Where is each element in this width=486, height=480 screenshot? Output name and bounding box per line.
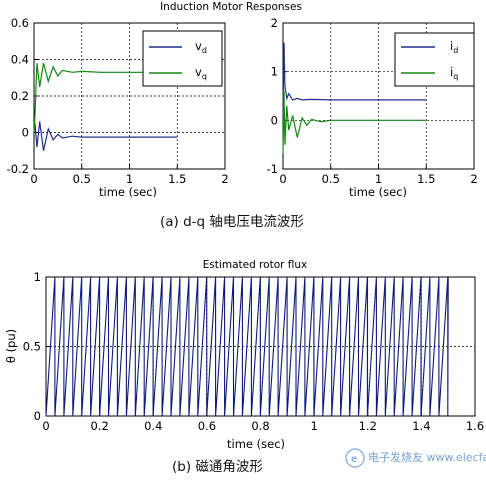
x-tick-label: 1.5: [168, 172, 186, 186]
series-id-line: [282, 42, 427, 121]
y-tick-label: 0: [271, 113, 278, 127]
plot1-legend: vd vq: [142, 30, 223, 87]
legend-vd-label: vd: [195, 39, 207, 55]
series-theta-line: [45, 276, 449, 417]
y-tick-label: 0.2: [11, 89, 29, 103]
vd-vq-plot: 0 0.5 1 1.5 2 -0.200.20.40.6 time (sec) vd v…: [7, 16, 229, 199]
x-tick-label: 1: [126, 172, 133, 186]
legend-iq-label: iq: [450, 65, 458, 81]
series-vd-line: [33, 121, 178, 151]
legend-id-label: id: [450, 39, 458, 55]
top-title: Induction Motor Responses: [160, 1, 302, 13]
caption-b: (b) 磁通角波形: [172, 459, 263, 475]
x-tick-label: 1: [375, 172, 382, 186]
plot3-xlabel: time (sec): [227, 437, 285, 451]
x-tick-label: 0.5: [73, 172, 91, 186]
x-tick-label: 1.4: [412, 419, 430, 433]
x-tick-label: 1.2: [359, 419, 377, 433]
elecfans-watermark: e 电子发烧友 www.elecfans.com: [345, 448, 486, 468]
x-tick-label: 1.6: [466, 419, 484, 433]
y-tick-label: 0: [22, 126, 29, 140]
y-tick-label: 1: [271, 65, 278, 79]
y-tick-label: 0.4: [11, 53, 29, 67]
x-tick-label: 0: [42, 419, 49, 433]
plot3-ylabel: θ (pu): [4, 329, 18, 363]
y-tick-label: 0.5: [23, 340, 41, 354]
x-tick-label: 0.4: [144, 419, 162, 433]
x-tick-label: 0.8: [251, 419, 269, 433]
y-tick-label: 2: [271, 16, 278, 30]
x-tick-label: 0.6: [198, 419, 216, 433]
x-tick-label: 1: [310, 419, 317, 433]
svg-text:e: e: [351, 454, 357, 465]
x-tick-label: 2: [470, 172, 477, 186]
plot2-xlabel: time (sec): [349, 185, 407, 199]
rotor-flux-plot: Estimated rotor flux 0 0.2 0.4 0.6 0.8 1 1.2 1.…: [4, 259, 484, 451]
legend-vq-label: vq: [195, 65, 207, 81]
series-vq-line: [33, 62, 178, 133]
plot1-xlabel: time (sec): [99, 185, 157, 199]
x-tick-label: 0: [279, 172, 286, 186]
plot3-title: Estimated rotor flux: [203, 259, 308, 271]
x-tick-label: 2: [221, 172, 228, 186]
plot2-legend: id iq: [394, 32, 475, 87]
x-tick-label: 0.5: [322, 172, 340, 186]
y-tick-label: 0: [34, 409, 41, 423]
y-tick-label: -1: [267, 162, 278, 176]
x-tick-label: 1.5: [417, 172, 435, 186]
y-tick-label: 0.6: [11, 16, 29, 30]
svg-text:电子发烧友 www.elecfans.com: 电子发烧友 www.elecfans.com: [368, 450, 486, 464]
y-tick-label: -0.2: [7, 162, 29, 176]
y-tick-label: 1: [34, 270, 41, 284]
series-iq-line: [282, 91, 427, 155]
x-tick-label: 0: [30, 172, 37, 186]
caption-a: (a) d-q 轴电压电流波形: [160, 214, 304, 230]
x-tick-label: 0.2: [90, 419, 108, 433]
